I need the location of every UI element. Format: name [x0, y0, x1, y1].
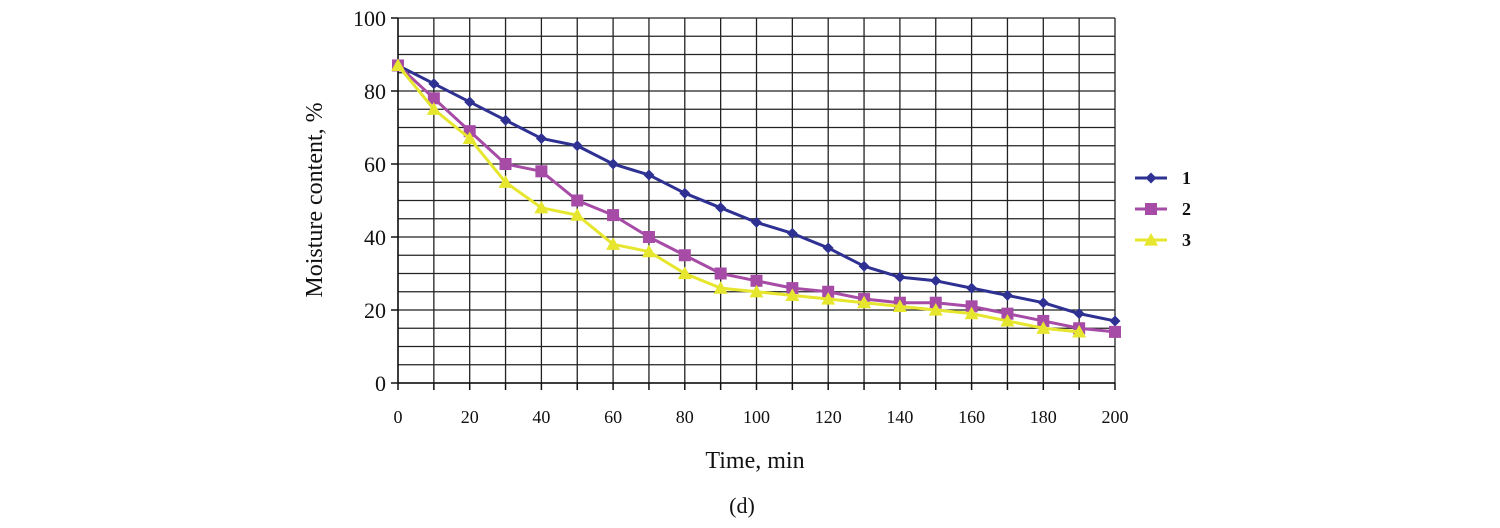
- x-tick-label: 120: [815, 407, 842, 427]
- data-point: [1001, 289, 1013, 301]
- data-point: [750, 274, 763, 287]
- data-point: [642, 231, 655, 243]
- data-point: [427, 92, 440, 105]
- legend-label: 2: [1182, 199, 1191, 219]
- data-point: [643, 169, 655, 181]
- y-axis-title: Moisture content, %: [302, 102, 328, 297]
- series-1: [392, 59, 1121, 327]
- data-point: [641, 244, 656, 258]
- legend-label: 1: [1182, 168, 1191, 188]
- data-point: [1145, 203, 1157, 215]
- data-point: [678, 249, 691, 262]
- data-point: [679, 187, 691, 199]
- data-point: [713, 281, 728, 294]
- data-point: [1037, 297, 1049, 309]
- data-point: [821, 292, 836, 305]
- data-point: [463, 125, 476, 138]
- data-point: [751, 216, 762, 228]
- data-point: [930, 275, 942, 287]
- x-tick-label: 0: [394, 407, 403, 427]
- data-point: [498, 175, 513, 188]
- data-point: [570, 208, 585, 221]
- series-group: [391, 58, 1121, 338]
- x-tick-label: 180: [1030, 407, 1057, 427]
- data-point: [534, 200, 549, 214]
- data-point: [1144, 233, 1158, 246]
- data-point: [428, 78, 440, 90]
- x-tick-label: 160: [958, 407, 985, 427]
- figure-caption: (d): [729, 493, 755, 518]
- data-point: [1145, 172, 1157, 184]
- data-point: [894, 271, 906, 283]
- data-point: [822, 242, 834, 254]
- x-tick-label: 200: [1102, 407, 1129, 427]
- data-point: [607, 209, 620, 222]
- y-tick-label: 80: [364, 79, 386, 104]
- data-point: [1037, 314, 1050, 327]
- data-point: [571, 140, 583, 152]
- data-point: [1001, 307, 1014, 320]
- data-point: [1072, 324, 1087, 338]
- data-point: [786, 282, 799, 295]
- x-tick-label: 20: [461, 407, 479, 427]
- x-tick-label: 100: [743, 407, 770, 427]
- data-point: [426, 102, 441, 115]
- data-point: [1000, 313, 1015, 327]
- x-tick-label: 140: [886, 407, 913, 427]
- data-point: [749, 284, 764, 298]
- data-point: [1073, 308, 1085, 320]
- data-point: [1109, 315, 1121, 327]
- x-tick-label: 60: [604, 407, 622, 427]
- data-point: [535, 132, 547, 144]
- axes: [391, 17, 1116, 390]
- y-tick-label: 100: [353, 6, 386, 31]
- grid-lines: [397, 17, 1116, 384]
- data-point: [714, 267, 727, 280]
- data-point: [1109, 325, 1121, 338]
- data-point: [892, 299, 907, 312]
- data-point: [535, 165, 548, 178]
- data-point: [785, 288, 800, 301]
- legend-label: 3: [1182, 230, 1191, 250]
- data-point: [462, 131, 477, 145]
- tick-labels: 0 20 40 60 80 100 0 20 40 60 80 100 120 140 160 180 200: [353, 6, 1129, 427]
- data-point: [965, 300, 978, 313]
- data-point: [391, 58, 405, 72]
- data-point: [677, 266, 692, 280]
- legend: 1 2 3: [1135, 168, 1191, 250]
- y-tick-label: 40: [364, 225, 386, 250]
- x-axis-title: Time, min: [705, 448, 804, 474]
- data-point: [966, 282, 978, 294]
- x-tick-label: 80: [676, 407, 694, 427]
- x-tick-label: 40: [532, 407, 550, 427]
- data-point: [929, 296, 942, 309]
- data-point: [571, 194, 584, 207]
- y-tick-label: 20: [364, 298, 386, 323]
- data-point: [857, 295, 872, 309]
- data-point: [858, 260, 870, 272]
- data-point: [786, 227, 798, 239]
- y-tick-label: 60: [364, 152, 386, 177]
- data-point: [464, 96, 476, 108]
- data-point: [964, 306, 979, 320]
- data-point: [500, 114, 512, 126]
- data-point: [499, 158, 512, 170]
- data-point: [715, 202, 727, 214]
- y-tick-label: 0: [375, 371, 386, 396]
- series-3: [391, 58, 1087, 338]
- data-point: [822, 285, 835, 298]
- data-point: [1036, 321, 1051, 334]
- data-point: [928, 303, 943, 316]
- data-point: [606, 237, 621, 250]
- data-point: [607, 158, 619, 170]
